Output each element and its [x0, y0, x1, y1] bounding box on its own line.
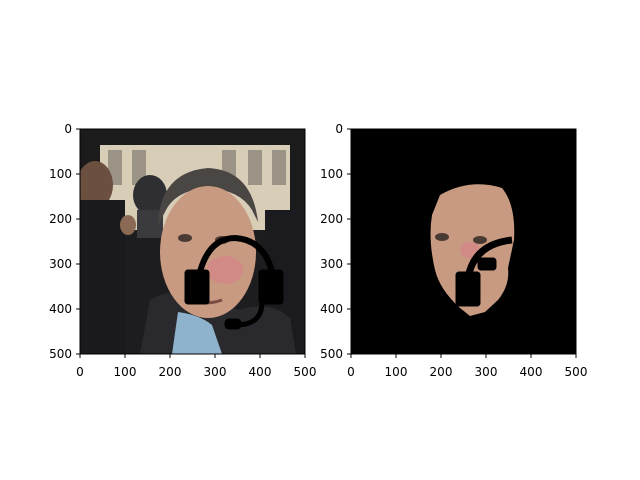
left-x-tick-label: 0: [76, 365, 84, 379]
background-person: [80, 161, 113, 209]
right-y-tick-label: 0: [335, 122, 343, 136]
headset-icon: [455, 236, 513, 307]
left-x-tick-label: 400: [249, 365, 272, 379]
left-y-tick-label: 400: [49, 302, 72, 316]
left-x-ticks: [79, 354, 306, 358]
right-y-ticks: [347, 128, 351, 355]
left-x-tick-label: 100: [114, 365, 137, 379]
left-x-tick-label: 200: [159, 365, 182, 379]
right-x-tick-label: 100: [385, 365, 408, 379]
right-x-tick-label: 200: [430, 365, 453, 379]
left-y-tick-label: 0: [64, 122, 72, 136]
right-axes-frame: [350, 128, 577, 355]
left-y-tick-label: 500: [49, 347, 72, 361]
right-x-tick-label: 400: [520, 365, 543, 379]
left-x-tick-label: 500: [294, 365, 317, 379]
shirt: [172, 312, 222, 354]
right-y-tick-label: 100: [320, 167, 343, 181]
right-x-tick-label: 0: [347, 365, 355, 379]
camera-icon: [133, 175, 167, 215]
right-y-tick-label: 300: [320, 257, 343, 271]
left-y-tick-label: 200: [49, 212, 72, 226]
left-y-tick-label: 300: [49, 257, 72, 271]
right-y-tick-label: 400: [320, 302, 343, 316]
left-image: [80, 129, 305, 354]
left-axes-frame: [79, 128, 306, 355]
right-x-tick-label: 500: [565, 365, 588, 379]
right-image: [351, 129, 576, 354]
left-x-tick-label: 300: [204, 365, 227, 379]
left-y-tick-label: 100: [49, 167, 72, 181]
left-y-ticks: [76, 128, 80, 355]
right-y-tick-label: 200: [320, 212, 343, 226]
headset-icon: [184, 234, 284, 330]
right-x-tick-label: 300: [475, 365, 498, 379]
right-y-tick-label: 500: [320, 347, 343, 361]
hair: [158, 168, 258, 225]
right-x-ticks: [350, 354, 577, 358]
